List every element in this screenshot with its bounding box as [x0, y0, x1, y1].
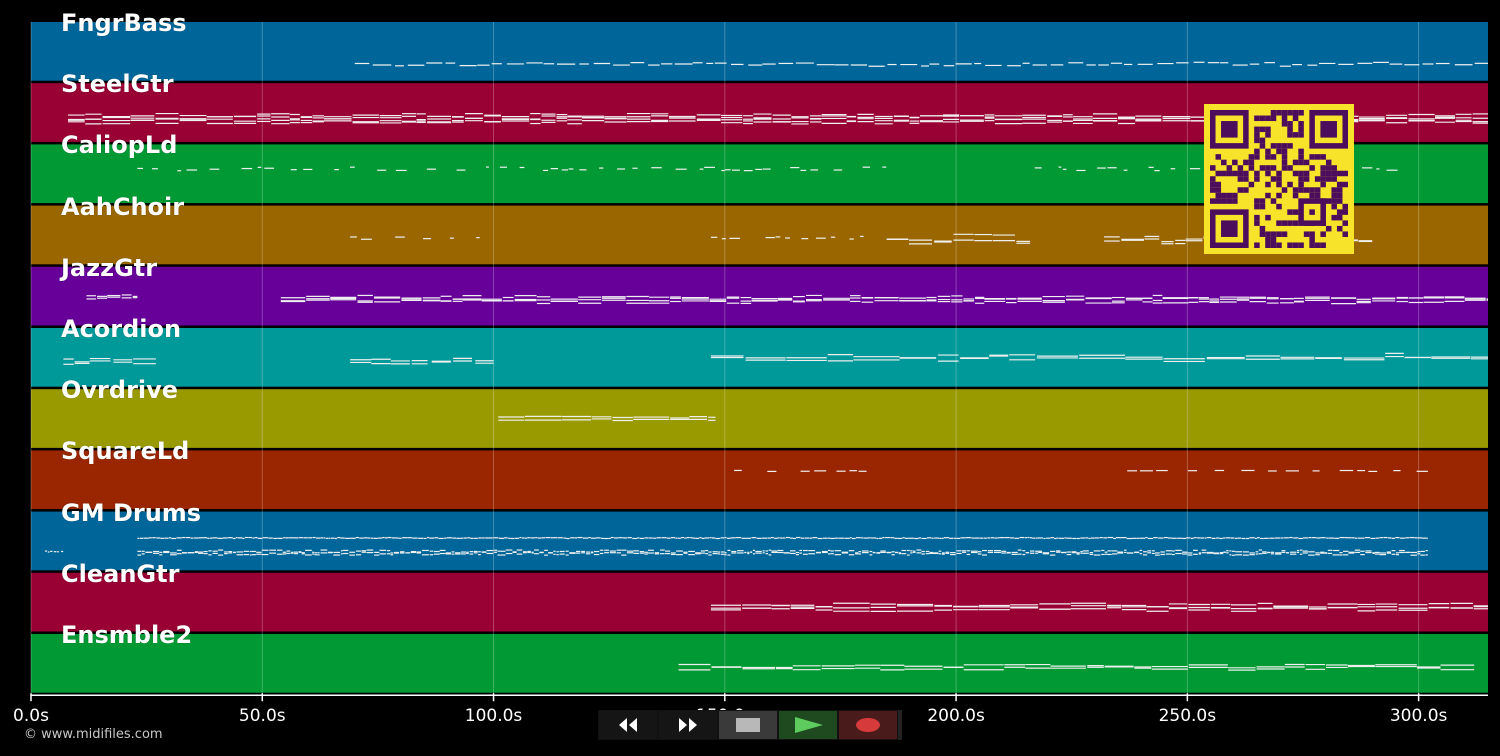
axis-tick-label: 0.0s	[13, 706, 49, 726]
stop-icon	[736, 718, 760, 732]
qr-code-pattern	[1210, 110, 1348, 248]
track-lane[interactable]	[31, 450, 1488, 510]
record-icon	[856, 718, 880, 732]
track-lane[interactable]	[31, 389, 1488, 448]
note-events	[44, 536, 1428, 556]
note-events	[734, 469, 1428, 473]
note-events	[63, 352, 1488, 365]
axis-tick-label: 50.0s	[238, 706, 286, 726]
note-events	[86, 294, 1488, 305]
rewind-icon	[619, 718, 637, 732]
record-button[interactable]	[838, 710, 898, 740]
axis-tick-label: 250.0s	[1158, 706, 1217, 726]
fast-forward-icon	[679, 718, 697, 732]
note-events	[498, 415, 716, 422]
track-lane[interactable]	[31, 266, 1488, 326]
track-lane[interactable]	[31, 511, 1488, 571]
track-lane[interactable]	[31, 634, 1488, 693]
note-events	[678, 663, 1475, 671]
stop-button[interactable]	[718, 710, 778, 740]
track-lane[interactable]	[31, 328, 1488, 387]
copyright-text: © www.midifiles.com	[24, 727, 163, 742]
note-events	[68, 112, 1488, 125]
axis-tick-label: 200.0s	[927, 706, 985, 726]
rewind-button[interactable]	[598, 710, 658, 740]
axis-tick-label: 300.0s	[1389, 706, 1448, 726]
track-lane[interactable]	[31, 22, 1488, 81]
qr-code-icon	[1204, 104, 1354, 254]
axis-tick-label: 100.0s	[464, 706, 523, 726]
fast-forward-button[interactable]	[658, 710, 718, 740]
transport-controls	[598, 710, 902, 740]
play-button[interactable]	[778, 710, 838, 740]
note-events	[710, 602, 1488, 612]
track-lane[interactable]	[31, 572, 1488, 632]
play-icon	[795, 717, 823, 733]
note-events	[354, 61, 1488, 67]
